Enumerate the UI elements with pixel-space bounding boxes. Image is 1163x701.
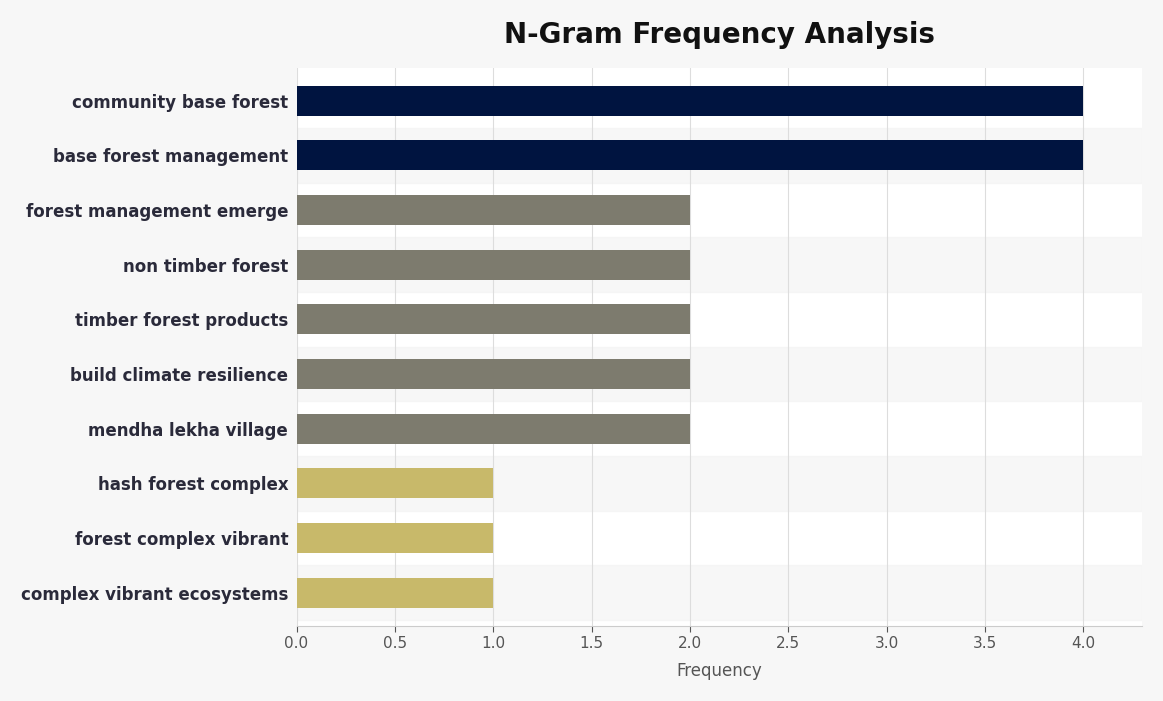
Bar [297,86,1083,116]
Bar [297,140,1083,170]
Bar [297,304,690,334]
Bar [297,195,690,225]
Bar [297,359,690,389]
Bar [297,347,1142,402]
Bar [297,468,493,498]
Bar [297,238,1142,292]
Bar [297,456,1142,511]
Bar [297,523,493,553]
Bar [297,578,493,608]
Bar [297,414,690,444]
Bar [297,566,1142,620]
Title: N-Gram Frequency Analysis: N-Gram Frequency Analysis [504,21,935,49]
Bar [297,128,1142,183]
X-axis label: Frequency: Frequency [677,662,762,680]
Bar [297,250,690,280]
